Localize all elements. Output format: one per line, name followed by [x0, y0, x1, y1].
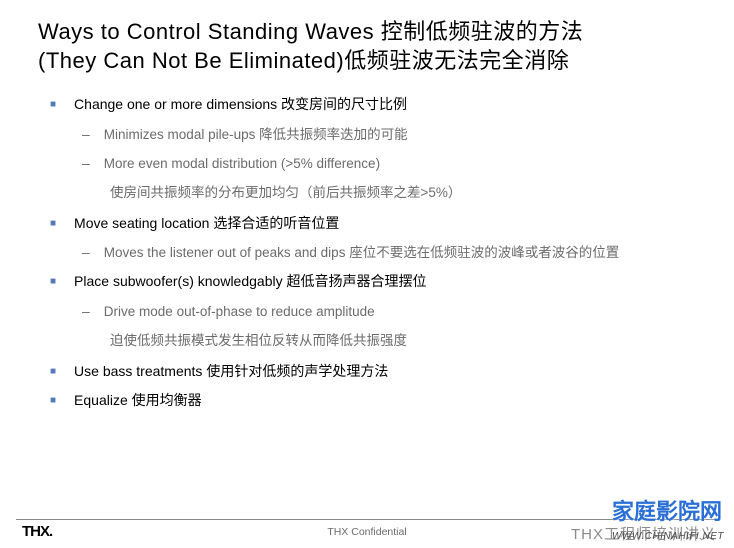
confidential-label: THX Confidential — [327, 526, 406, 538]
dash-bullet-icon: – — [82, 155, 90, 171]
title-line-1: Ways to Control Standing Waves 控制低频驻波的方法 — [38, 18, 696, 47]
sub-bullet-text: More even modal distribution (>5% differ… — [104, 154, 380, 175]
bullet-text: Place subwoofer(s) knowledgably 超低音扬声器合理… — [74, 272, 426, 292]
bullet-item: ■ Equalize 使用均衡器 — [50, 391, 696, 411]
slide-content: ■ Change one or more dimensions 改变房间的尺寸比… — [38, 95, 696, 411]
dash-bullet-icon: – — [82, 303, 90, 319]
sub-bullet-item: – Minimizes modal pile-ups 降低共振频率迭加的可能 — [82, 125, 696, 146]
square-bullet-icon: ■ — [50, 276, 56, 287]
bullet-text: Change one or more dimensions 改变房间的尺寸比例 — [74, 95, 407, 115]
square-bullet-icon: ■ — [50, 99, 56, 110]
sub-bullet-text: Minimizes modal pile-ups 降低共振频率迭加的可能 — [104, 125, 408, 146]
bullet-item: ■ Use bass treatments 使用针对低频的声学处理方法 — [50, 362, 696, 382]
sub-bullet-text: Drive mode out-of-phase to reduce amplit… — [104, 302, 375, 323]
sub-bullet-item: – More even modal distribution (>5% diff… — [82, 154, 696, 175]
bullet-text: Use bass treatments 使用针对低频的声学处理方法 — [74, 362, 388, 382]
watermark-site-name: 家庭影院网 — [612, 494, 722, 526]
thx-logo: THX. — [22, 523, 52, 540]
bullet-text: Equalize 使用均衡器 — [74, 391, 202, 411]
square-bullet-icon: ■ — [50, 366, 56, 377]
dash-bullet-icon: – — [82, 126, 90, 142]
sub-bullet-text: Moves the listener out of peaks and dips… — [104, 243, 619, 264]
bullet-item: ■ Move seating location 选择合适的听音位置 — [50, 214, 696, 234]
bullet-item: ■ Place subwoofer(s) knowledgably 超低音扬声器… — [50, 272, 696, 292]
title-line-2: (They Can Not Be Eliminated)低频驻波无法完全消除 — [38, 47, 696, 76]
bullet-text: Move seating location 选择合适的听音位置 — [74, 214, 339, 234]
square-bullet-icon: ■ — [50, 395, 56, 406]
square-bullet-icon: ■ — [50, 218, 56, 229]
slide-container: Ways to Control Standing Waves 控制低频驻波的方法… — [0, 0, 734, 411]
sub-bullet-item: – Drive mode out-of-phase to reduce ampl… — [82, 302, 696, 323]
slide-title: Ways to Control Standing Waves 控制低频驻波的方法… — [38, 18, 696, 75]
sub-bullet-continuation: 迫使低频共振模式发生相位反转从而降低共振强度 — [110, 331, 696, 352]
dash-bullet-icon: – — [82, 244, 90, 260]
sub-bullet-item: – Moves the listener out of peaks and di… — [82, 243, 696, 264]
sub-bullet-continuation: 使房间共振频率的分布更加均匀（前后共振频率之差>5%） — [110, 183, 696, 204]
bullet-item: ■ Change one or more dimensions 改变房间的尺寸比… — [50, 95, 696, 115]
watermark-url: WWW.CHINAHIFI.NET — [612, 531, 724, 542]
